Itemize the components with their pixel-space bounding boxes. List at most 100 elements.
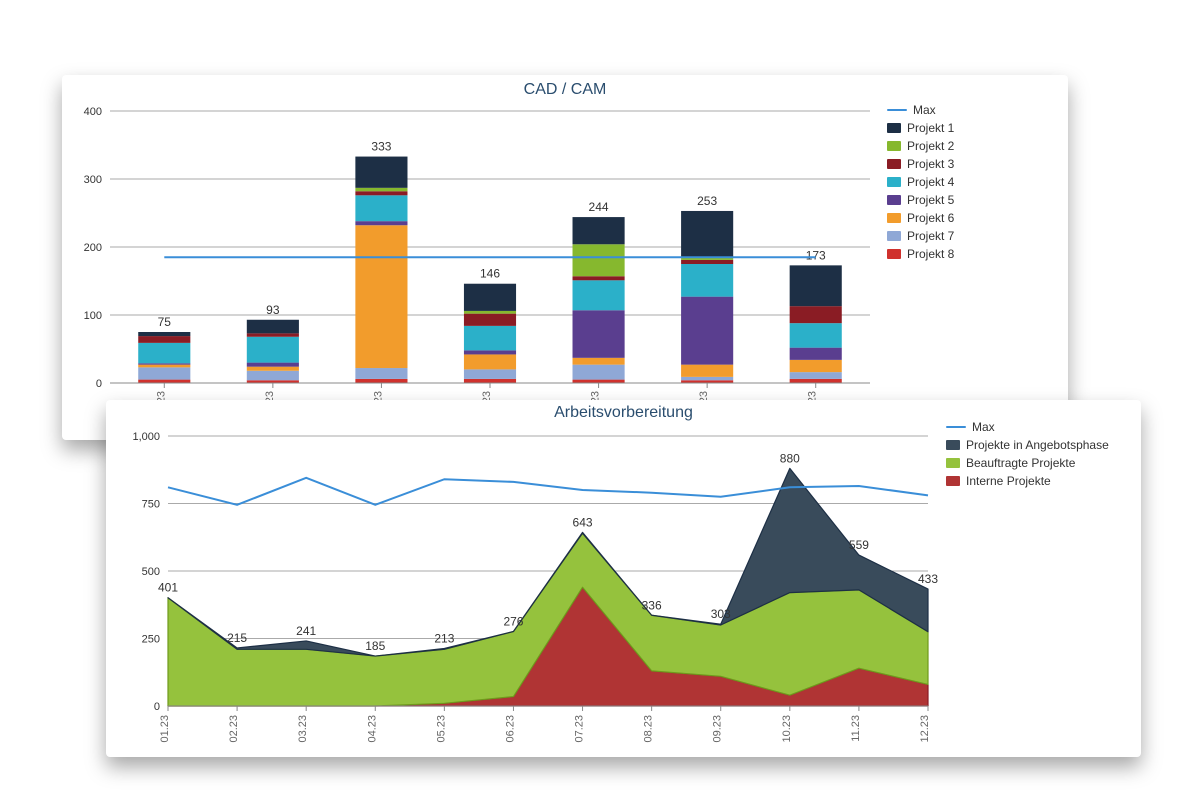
bar-segment (247, 320, 299, 334)
bar-segment (355, 225, 407, 368)
legend-item: Projekte in Angebotsphase (946, 436, 1109, 454)
svg-text:1,000: 1,000 (132, 431, 160, 443)
svg-text:250: 250 (142, 634, 160, 646)
legend-item: Projekt 2 (887, 137, 954, 155)
bar-segment (681, 264, 733, 297)
area-total-label: 336 (642, 598, 662, 612)
legend-label: Max (972, 420, 995, 434)
area-total-label: 643 (573, 515, 593, 529)
bar-segment (138, 363, 190, 364)
legend-label: Projekt 6 (907, 211, 954, 225)
legend-label: Projekt 2 (907, 139, 954, 153)
bar-segment (573, 365, 625, 380)
bar-segment (790, 360, 842, 372)
bar-segment (464, 354, 516, 369)
bar-segment (247, 363, 299, 367)
bar-segment (790, 372, 842, 379)
area-total-label: 241 (296, 624, 316, 638)
legend-item: Max (946, 418, 1109, 436)
legend-swatch (887, 213, 901, 223)
x-axis-label: 05.23 (435, 715, 447, 743)
bar-segment (790, 265, 842, 306)
legend-label: Projekt 5 (907, 193, 954, 207)
bar-total-label: 146 (480, 267, 500, 281)
legend-swatch (887, 123, 901, 133)
bar-segment (790, 323, 842, 347)
area-total-label: 276 (503, 614, 523, 628)
bar-segment (573, 276, 625, 280)
bar-segment (790, 306, 842, 323)
x-axis-label: 10.23 (781, 715, 793, 743)
legend-swatch (946, 440, 960, 450)
area-total-label: 433 (918, 572, 938, 586)
bar-segment (355, 368, 407, 379)
legend-label: Projekt 4 (907, 175, 954, 189)
legend-item: Projekt 7 (887, 227, 954, 245)
bar-segment (790, 348, 842, 360)
legend-item: Interne Projekte (946, 472, 1109, 490)
legend-swatch (887, 159, 901, 169)
legend-label: Projekt 1 (907, 121, 954, 135)
svg-text:0: 0 (154, 701, 160, 713)
legend-label: Projekt 7 (907, 229, 954, 243)
bar-segment (790, 379, 842, 383)
legend-swatch (946, 458, 960, 468)
bar-segment (464, 311, 516, 314)
svg-text:100: 100 (84, 310, 102, 322)
legend-swatch (887, 249, 901, 259)
bar-segment (464, 369, 516, 379)
x-axis-label: 04.23 (366, 715, 378, 743)
bar-segment (464, 350, 516, 354)
bar-segment (138, 380, 190, 383)
legend-swatch (887, 177, 901, 187)
bar-total-label: 173 (806, 248, 826, 262)
bar-segment (681, 211, 733, 257)
bar-segment (355, 221, 407, 225)
bar-total-label: 244 (589, 200, 609, 214)
legend-item: Beauftragte Projekte (946, 454, 1109, 472)
bar-segment (355, 195, 407, 221)
bar-segment (573, 380, 625, 383)
legend-label: Projekt 8 (907, 247, 954, 261)
bar-segment (138, 336, 190, 343)
legend-swatch-line (946, 426, 966, 428)
bar-segment (464, 379, 516, 383)
legend-item: Projekt 4 (887, 173, 954, 191)
legend-label: Projekt 3 (907, 157, 954, 171)
stage: CAD / CAM MaxProjekt 1Projekt 2Projekt 3… (0, 0, 1200, 800)
x-axis-label: 02.23 (228, 715, 240, 743)
bar-segment (247, 367, 299, 371)
bar-segment (247, 371, 299, 381)
x-axis-label: 01.23 (159, 715, 171, 743)
area-total-label: 880 (780, 451, 800, 465)
bar-segment (247, 333, 299, 336)
bar-segment (681, 297, 733, 365)
area-total-label: 215 (227, 631, 247, 645)
legend-label: Projekte in Angebotsphase (966, 438, 1109, 452)
area-total-label: 559 (849, 538, 869, 552)
bar-segment (355, 188, 407, 191)
legend-item: Max (887, 101, 954, 119)
bar-segment (138, 365, 190, 368)
bar-segment (573, 310, 625, 358)
legend-arbeitsvorbereitung: Max Projekte in Angebotsphase Beauftragte … (946, 418, 1109, 490)
area-total-label: 401 (158, 581, 178, 595)
bar-segment (573, 280, 625, 310)
bar-segment (138, 343, 190, 363)
legend-item: Projekt 5 (887, 191, 954, 209)
svg-text:500: 500 (142, 566, 160, 578)
chart-panel-cadcam: CAD / CAM MaxProjekt 1Projekt 2Projekt 3… (62, 75, 1068, 440)
chart-panel-arbeitsvorbereitung: Arbeitsvorbereitung MaxProjekte in Angeb… (106, 400, 1141, 757)
svg-text:300: 300 (84, 174, 102, 186)
bar-total-label: 333 (371, 140, 391, 154)
bar-segment (355, 379, 407, 383)
legend-item: Projekt 8 (887, 245, 954, 263)
bar-segment (355, 157, 407, 188)
svg-text:200: 200 (84, 242, 102, 254)
bar-segment (464, 284, 516, 311)
bar-total-label: 93 (266, 303, 280, 317)
legend-label: Max (913, 103, 936, 117)
bar-segment (681, 260, 733, 264)
legend-label: Beauftragte Projekte (966, 456, 1075, 470)
bar-segment (355, 191, 407, 195)
